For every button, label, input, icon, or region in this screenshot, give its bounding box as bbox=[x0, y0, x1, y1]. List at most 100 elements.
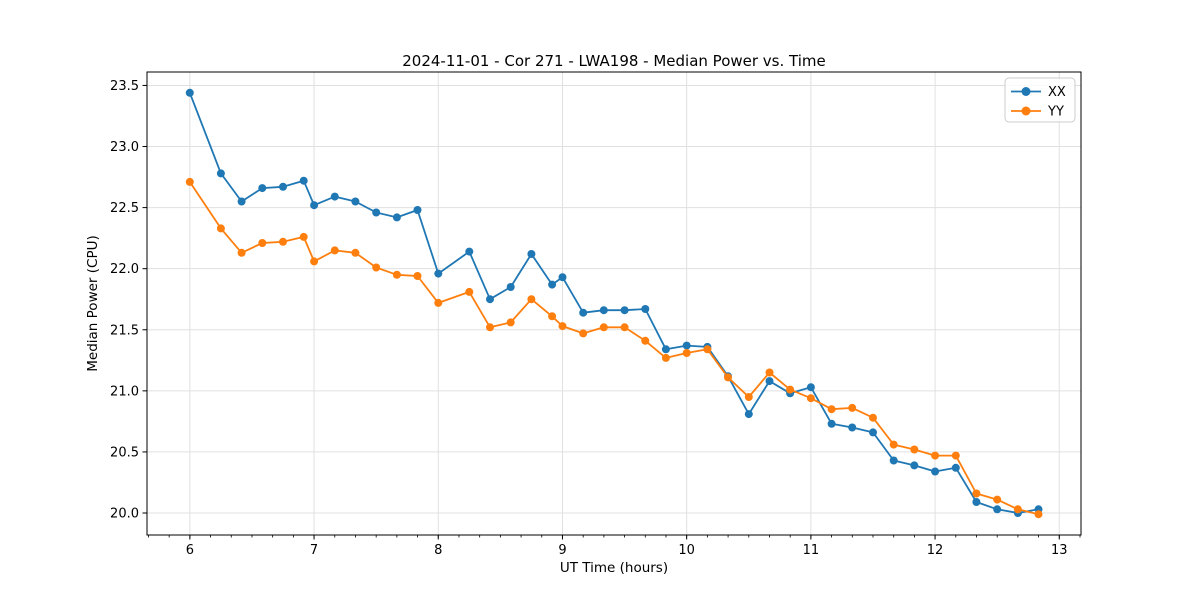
data-point-YY bbox=[299, 232, 308, 241]
data-point-XX bbox=[661, 345, 670, 354]
y-tick-label: 22.0 bbox=[110, 262, 139, 277]
data-point-XX bbox=[869, 428, 877, 437]
x-tick-label: 12 bbox=[927, 543, 944, 558]
y-tick-label: 20.5 bbox=[110, 445, 139, 460]
y-tick-label: 22.5 bbox=[110, 201, 139, 216]
data-point-YY bbox=[185, 177, 194, 186]
data-point-XX bbox=[434, 269, 443, 278]
data-point-YY bbox=[1013, 505, 1022, 514]
data-point-YY bbox=[216, 224, 225, 233]
data-point-XX bbox=[392, 213, 401, 222]
data-point-YY bbox=[972, 489, 981, 498]
data-point-XX bbox=[579, 308, 588, 317]
data-point-YY bbox=[579, 329, 588, 338]
data-point-YY bbox=[910, 445, 919, 454]
data-point-XX bbox=[910, 461, 919, 470]
data-point-YY bbox=[279, 237, 287, 246]
data-point-YY bbox=[931, 451, 940, 460]
data-point-YY bbox=[993, 495, 1002, 504]
data-point-XX bbox=[216, 169, 225, 178]
data-point-YY bbox=[486, 323, 494, 332]
data-point-YY bbox=[599, 323, 608, 332]
legend-label-YY: YY bbox=[1047, 105, 1064, 120]
data-point-YY bbox=[506, 318, 515, 327]
y-axis-label: Median Power (CPU) bbox=[85, 235, 101, 371]
data-point-XX bbox=[744, 410, 753, 419]
data-point-XX bbox=[279, 182, 287, 191]
legend-label-XX: XX bbox=[1048, 85, 1066, 100]
data-point-YY bbox=[951, 451, 960, 460]
y-tick-label: 20.0 bbox=[110, 507, 139, 522]
chart-title: 2024-11-01 - Cor 271 - LWA198 - Median P… bbox=[402, 52, 826, 70]
x-tick-label: 11 bbox=[803, 543, 820, 558]
data-point-YY bbox=[372, 263, 381, 272]
data-point-XX bbox=[299, 176, 308, 185]
data-point-XX bbox=[806, 383, 815, 392]
data-point-YY bbox=[310, 257, 319, 266]
data-point-XX bbox=[413, 206, 422, 214]
data-point-XX bbox=[972, 498, 981, 506]
data-point-YY bbox=[827, 405, 836, 414]
data-point-XX bbox=[237, 197, 246, 206]
legend: XX YY bbox=[1004, 77, 1076, 123]
legend-marker bbox=[1021, 106, 1031, 116]
data-point-YY bbox=[558, 322, 567, 331]
data-point-YY bbox=[351, 248, 360, 257]
y-tick-label: 23.5 bbox=[110, 79, 139, 94]
data-point-XX bbox=[827, 419, 836, 428]
data-point-YY bbox=[724, 373, 732, 382]
data-point-XX bbox=[931, 467, 940, 476]
data-point-YY bbox=[641, 336, 650, 345]
data-point-XX bbox=[465, 247, 474, 256]
y-tick-label: 21.5 bbox=[110, 323, 139, 338]
data-point-YY bbox=[765, 368, 774, 377]
data-point-YY bbox=[620, 323, 629, 332]
data-point-YY bbox=[806, 394, 815, 403]
x-tick-label: 6 bbox=[186, 543, 194, 558]
x-tick-label: 10 bbox=[678, 543, 695, 558]
data-point-YY bbox=[744, 393, 753, 401]
data-point-XX bbox=[185, 88, 194, 97]
data-point-XX bbox=[951, 463, 960, 472]
data-point-XX bbox=[682, 341, 691, 350]
data-point-XX bbox=[765, 377, 774, 386]
data-point-YY bbox=[786, 385, 795, 394]
data-point-YY bbox=[889, 440, 898, 449]
data-point-XX bbox=[599, 306, 608, 315]
grid-layer bbox=[147, 72, 1081, 535]
axes-spines bbox=[146, 71, 1082, 536]
plot-border bbox=[146, 71, 1082, 536]
data-point-XX bbox=[372, 208, 381, 217]
data-point-YY bbox=[237, 248, 246, 257]
data-point-YY bbox=[434, 298, 443, 307]
x-axis-label: UT Time (hours) bbox=[560, 560, 668, 576]
data-point-XX bbox=[527, 250, 536, 258]
data-point-XX bbox=[548, 280, 557, 289]
x-tick-label: 13 bbox=[1051, 543, 1068, 558]
y-tick-label: 23.0 bbox=[110, 140, 139, 155]
data-point-XX bbox=[889, 456, 898, 465]
data-point-YY bbox=[465, 287, 474, 296]
data-point-XX bbox=[620, 306, 629, 315]
tick-layer: 6 7 8 9 10 11 12 13 20.0 20.5 21.0 21.5 22.0 22.5 23.0… bbox=[110, 79, 1081, 558]
data-point-YY bbox=[682, 349, 691, 357]
x-tick-label: 7 bbox=[310, 543, 318, 558]
data-point-YY bbox=[1034, 510, 1043, 519]
data-point-YY bbox=[848, 403, 857, 412]
data-point-XX bbox=[993, 505, 1002, 514]
data-point-YY bbox=[869, 413, 877, 422]
data-point-YY bbox=[413, 272, 422, 280]
data-point-XX bbox=[641, 305, 650, 313]
x-tick-label: 8 bbox=[434, 543, 442, 558]
data-point-YY bbox=[703, 345, 712, 354]
x-tick-label: 9 bbox=[558, 543, 566, 558]
data-point-XX bbox=[558, 273, 567, 282]
data-point-YY bbox=[392, 270, 401, 279]
data-point-XX bbox=[351, 197, 360, 206]
data-point-YY bbox=[258, 239, 267, 247]
data-point-YY bbox=[330, 246, 339, 255]
data-point-XX bbox=[258, 184, 267, 193]
data-point-XX bbox=[486, 295, 494, 304]
data-point-XX bbox=[330, 192, 339, 201]
